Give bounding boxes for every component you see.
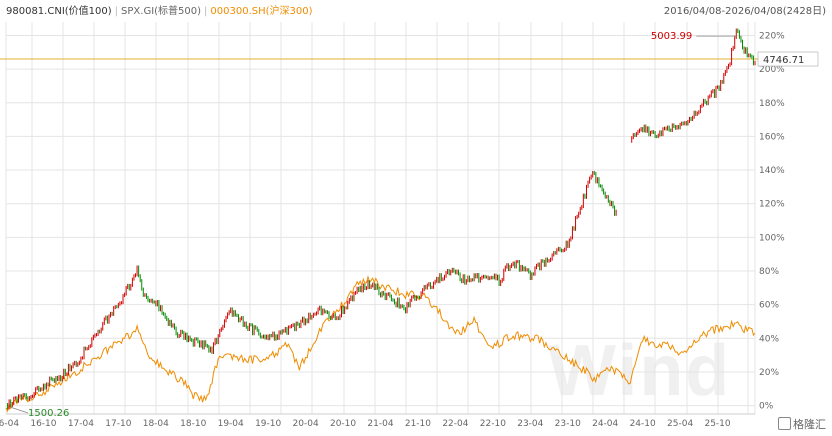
x-tick-label: 18-10 <box>180 419 206 429</box>
x-tick-label: 21-04 <box>367 419 393 429</box>
x-tick-label: 16-10 <box>30 419 56 429</box>
legend-item-spx[interactable]: SPX.GI(标普500) <box>121 6 202 17</box>
legend-separator: | <box>204 6 208 17</box>
reference-label: 4746.71 <box>763 55 804 66</box>
x-tick-label: 24-10 <box>630 419 656 429</box>
date-range: 2016/04/08-2026/04/08(2428日) <box>663 6 826 17</box>
legend-item-value100[interactable]: 980081.CNI(价值100) <box>6 6 112 17</box>
x-tick-label: 24-04 <box>592 419 618 429</box>
y-tick-label: 20% <box>759 368 779 378</box>
x-tick-label: 22-04 <box>442 419 468 429</box>
x-tick-label: 25-10 <box>704 419 730 429</box>
brand-logo: 格隆汇 <box>778 416 826 432</box>
x-tick-label: 20-10 <box>330 419 356 429</box>
x-tick-label: 19-04 <box>218 419 244 429</box>
x-tick-label: 23-10 <box>555 419 581 429</box>
chart-legend: 980081.CNI(价值100) | SPX.GI(标普500) | 000300.S… <box>6 5 313 19</box>
max-value-label: 5003.99 <box>651 31 692 42</box>
wind-watermark: Wind <box>548 331 732 411</box>
x-tick-label: 17-10 <box>105 419 131 429</box>
brand-label: 格隆汇 <box>793 418 826 431</box>
y-tick-label: 140% <box>759 166 785 176</box>
x-tick-label: 21-10 <box>405 419 431 429</box>
reference-label-box <box>757 51 819 67</box>
hs300-series-line[interactable] <box>5 274 756 413</box>
y-tick-label: 200% <box>759 65 785 75</box>
min-marker-leader <box>9 406 29 414</box>
y-tick-label: 180% <box>759 99 785 109</box>
min-value-label: 1500.26 <box>28 408 69 419</box>
y-tick-label: 40% <box>759 334 779 344</box>
x-tick-label: 19-10 <box>255 419 281 429</box>
x-tick-label: 20-04 <box>293 419 319 429</box>
y-tick-label: 60% <box>759 301 779 311</box>
x-tick-label: 18-04 <box>143 419 169 429</box>
x-tick-label: 25-04 <box>667 419 693 429</box>
x-tick-label: 23-04 <box>517 419 543 429</box>
y-tick-label: 220% <box>759 31 785 41</box>
x-tick-label: 17-04 <box>68 419 94 429</box>
y-tick-label: 0% <box>759 402 774 412</box>
y-tick-label: 80% <box>759 267 779 277</box>
legend-item-hs300[interactable]: 000300.SH(沪深300) <box>210 6 313 17</box>
y-tick-label: 120% <box>759 200 785 210</box>
brand-icon <box>778 417 791 430</box>
legend-separator: | <box>114 6 119 17</box>
y-tick-label: 100% <box>759 233 785 243</box>
y-tick-label: 160% <box>759 132 785 142</box>
x-tick-label: 22-10 <box>480 419 506 429</box>
x-tick-label: 16-04 <box>0 419 19 429</box>
